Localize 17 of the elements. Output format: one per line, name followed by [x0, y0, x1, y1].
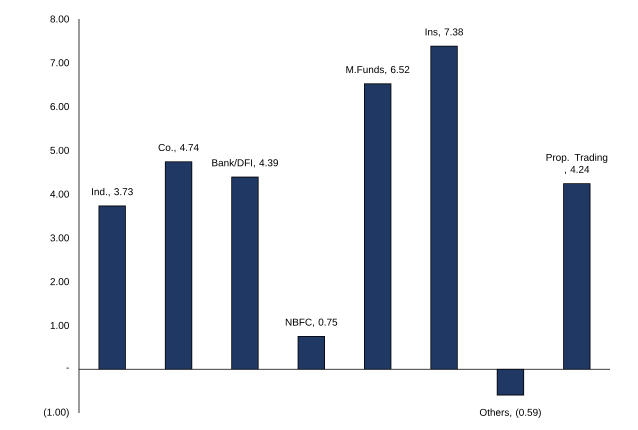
y-tick-label: 8.00 [50, 15, 69, 23]
y-tick-label: 1.00 [50, 322, 69, 329]
data-label: Prop. Trading , 4.24 [546, 154, 608, 174]
data-label: Bank/DFI, 4.39 [212, 159, 278, 168]
y-tick-label: 5.00 [50, 146, 69, 154]
data-label: Others, (0.59) [480, 408, 541, 418]
y-tick-label: 7.00 [50, 59, 69, 66]
y-tick-label: 3.00 [50, 234, 69, 242]
data-label: Co., 4.74 [158, 144, 199, 152]
y-tick-label: (1.00) [44, 408, 69, 418]
data-label: Ind., 3.73 [92, 188, 133, 196]
data-label: M.Funds, 6.52 [346, 66, 410, 74]
y-tick-label: 2.00 [50, 278, 69, 286]
data-label: Ins, 7.38 [426, 28, 464, 37]
data-label: NBFC, 0.75 [286, 318, 338, 327]
y-tick-label: 6.00 [50, 103, 69, 110]
y-tick-label: 4.00 [50, 190, 69, 198]
